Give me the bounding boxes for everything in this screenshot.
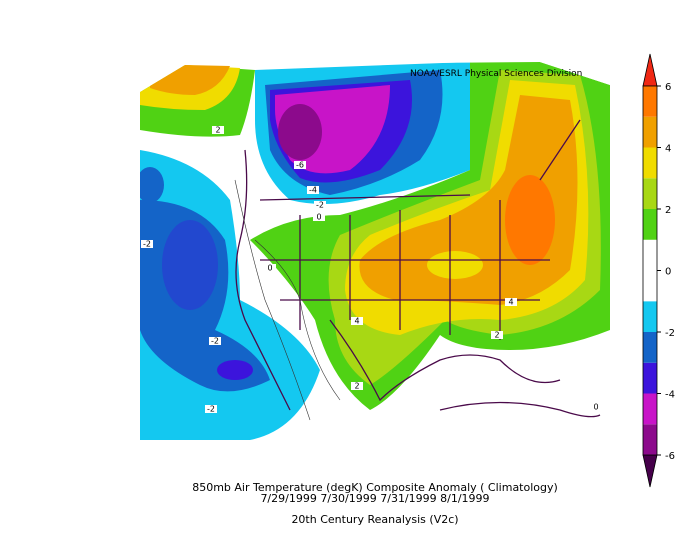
contour-label: 0 (267, 264, 272, 273)
label-box (205, 405, 217, 413)
label-box (351, 382, 363, 390)
contour-label: 2 (215, 126, 220, 135)
label-box (505, 298, 517, 306)
contour-label: -2 (143, 240, 151, 249)
label-box (307, 186, 319, 194)
contour-label: -6 (296, 161, 304, 170)
colorbar-band (643, 393, 657, 425)
label-box (590, 403, 602, 411)
colorbar-band (643, 362, 657, 394)
contour-label: 2 (354, 382, 359, 391)
colorbar-tick-label: -4 (665, 390, 675, 401)
contour-label: -2 (316, 201, 324, 210)
label-box (491, 331, 503, 339)
label-box (264, 264, 276, 272)
colorbar-arrow (642, 53, 658, 87)
caption-line: 7/29/1999 7/30/1999 7/31/1999 8/1/1999 (260, 492, 489, 505)
colorbar-tick-label: 6 (665, 82, 671, 93)
colorbar-tick-label: 0 (665, 267, 671, 278)
colorbar-band (643, 178, 657, 209)
map (140, 62, 610, 460)
credit: NOAA/ESRL Physical Sciences Division (410, 69, 582, 79)
contour-labels: 2 -6 -4 -2 -2 0 0 4 4 2 2 -2 -2 0 (141, 126, 602, 414)
colorbar-band (643, 209, 657, 240)
contour-label: 0 (593, 403, 598, 412)
colorbar-band (643, 424, 657, 455)
caption-line: 20th Century Reanalysis (V2c) (291, 513, 458, 526)
colorbar-band (643, 116, 657, 148)
colorbar-band (643, 239, 657, 271)
colorbar-tick-label: 4 (665, 144, 671, 155)
caption-line: 850mb Air Temperature (degK) Composite A… (192, 481, 558, 494)
contour-label: 4 (508, 298, 513, 307)
colorbar-tick-label: 2 (665, 205, 671, 216)
colorbar-tick-label: -2 (665, 328, 675, 339)
contour-label: 4 (354, 317, 359, 326)
contour-label: -2 (211, 337, 219, 346)
label-box (294, 161, 306, 169)
colorbar-band (643, 270, 657, 302)
label-box (314, 201, 326, 209)
label-box (351, 317, 363, 325)
label-box (141, 240, 153, 248)
colorbar: 6 4 2 0 -2 -4 -6 (642, 53, 675, 488)
colorbar-tick-label: -6 (665, 451, 675, 462)
colorbar-band (643, 301, 657, 332)
contour-label: 0 (316, 213, 321, 222)
contour-label: -2 (207, 405, 215, 414)
label-box (209, 337, 221, 345)
label-box (212, 126, 224, 134)
label-box (313, 213, 325, 221)
colorbar-band (643, 86, 657, 117)
colorbar-band (643, 147, 657, 179)
colorbar-band (643, 332, 657, 363)
contour-label: -4 (309, 186, 317, 195)
colorbar-arrow (642, 454, 658, 488)
contour-label: 2 (494, 331, 499, 340)
